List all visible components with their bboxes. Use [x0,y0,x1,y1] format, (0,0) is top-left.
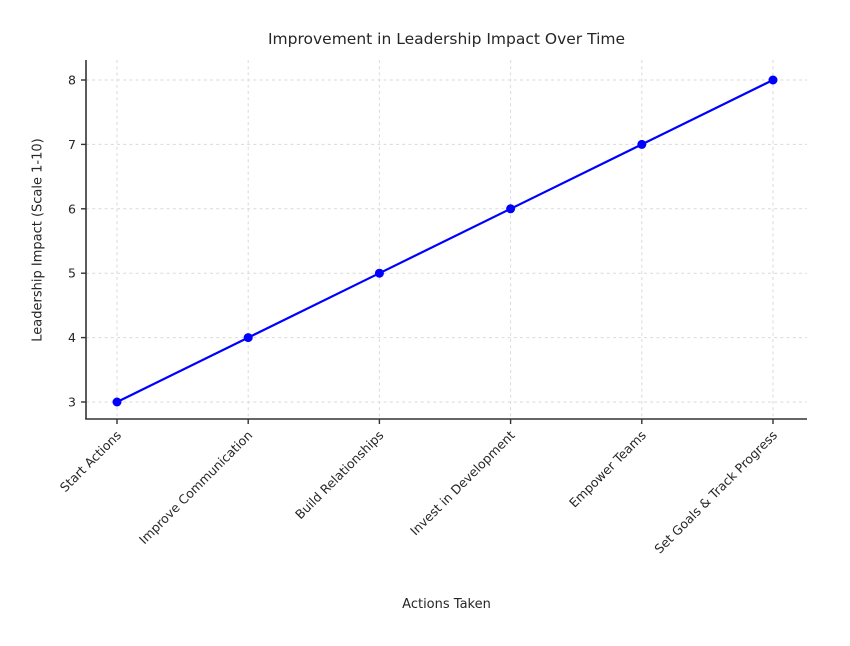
x-tick-label: Invest in Development [407,427,518,538]
x-tick-label: Improve Communication [136,428,255,547]
y-tick-label: 8 [68,73,76,88]
x-axis-label: Actions Taken [402,597,491,612]
y-tick-label: 4 [68,330,76,345]
data-point [374,268,384,278]
y-tick-label: 6 [68,201,76,216]
data-point [768,75,778,85]
chart-title: Improvement in Leadership Impact Over Ti… [267,30,626,48]
x-tick-label: Start Actions [57,428,124,495]
data-point [506,204,516,214]
x-tick-label: Empower Teams [566,428,649,511]
y-tick-label: 7 [68,137,76,152]
data-point [112,397,122,407]
data-point [637,139,647,149]
y-tick-label: 3 [68,395,76,410]
x-tick-label: Set Goals & Track Progress [651,428,780,557]
data-line [115,78,775,404]
x-tick-label: Build Relationships [292,428,386,522]
data-point [243,333,253,343]
y-tick-label: 5 [68,266,76,281]
